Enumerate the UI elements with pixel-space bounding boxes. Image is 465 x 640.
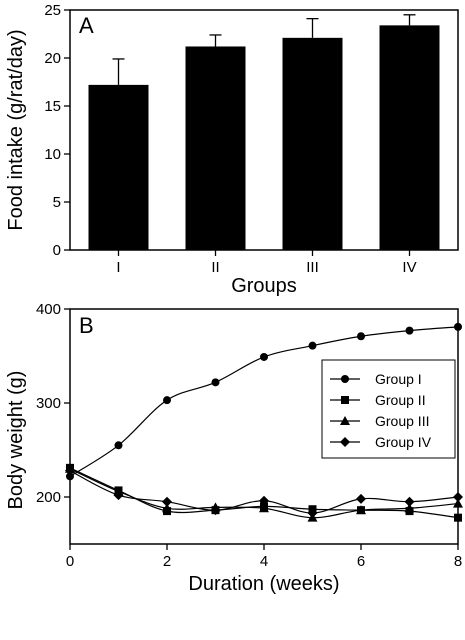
data-point-group-iv [356,493,366,504]
y-tick-label: 25 [44,2,61,19]
panel-b-legend: Group I Group II Group III Group IV [321,359,456,459]
panel-b-y-ticks: 200 300 400 [36,301,70,506]
data-point-group-iii [259,503,269,513]
legend-label: Group II [375,392,426,408]
x-tick-label: III [306,259,319,276]
panel-a-letter: A [79,13,94,38]
x-tick-label: I [116,259,120,276]
data-point-group-ii [454,513,462,522]
legend-label: Group IV [375,434,432,450]
data-point-group-iii [404,503,415,513]
x-tick-label: 6 [357,553,365,570]
y-tick-label: 400 [36,301,61,318]
bar-IV [379,25,440,250]
panel-a-y-ticks: 0 5 10 15 20 25 [44,2,70,259]
x-tick-label: IV [402,259,416,276]
legend-marker [340,437,350,447]
panel-a-x-axis-title: Groups [231,275,297,297]
data-point-group-iv [113,490,124,501]
data-point-group-iii [453,498,463,508]
data-point-group-iv [404,496,415,507]
bar-II [185,46,246,251]
series-group-iv [65,465,463,518]
data-point-group-iv [259,495,269,506]
panel-a-x-ticks: I II III IV [116,250,417,276]
legend-item-group-iii: Group III [330,413,429,429]
y-tick-label: 0 [53,242,61,259]
data-point-group-iv [162,496,172,507]
y-tick-label: 10 [44,146,61,163]
series-group-i [66,322,462,481]
data-point-group-i [211,378,220,387]
x-tick-label: 4 [260,553,268,570]
data-point-group-i [163,396,171,405]
panel-a-frame [69,9,459,251]
panel-b-series [65,322,463,522]
y-tick-label: 20 [44,50,61,67]
legend-marker [341,375,349,383]
y-tick-label: 5 [53,194,61,211]
legend-label: Group III [375,413,429,429]
panel-a-bars [88,14,440,251]
data-point-group-i [357,332,365,341]
x-tick-label: 8 [454,553,462,570]
bar-I [88,84,149,250]
data-point-group-iv [210,505,221,516]
data-point-group-iii [356,505,366,515]
data-point-group-iv [453,492,463,502]
data-point-group-iv [65,465,75,476]
y-tick-label: 300 [36,395,61,412]
data-point-group-i [114,441,123,450]
legend-item-group-ii: Group II [330,392,426,408]
legend-item-group-iv: Group IV [330,434,432,450]
data-point-group-i [66,472,74,481]
data-point-group-i [308,341,317,350]
panel-a-y-axis-title: Food intake (g/rat/day) [5,29,27,230]
data-point-group-iv [307,507,318,518]
x-tick-label: 2 [163,553,171,570]
legend-marker [340,416,350,425]
legend-marker [341,396,349,404]
y-tick-label: 15 [44,98,61,115]
x-tick-label: II [211,259,219,276]
data-point-group-i [454,322,462,331]
bar-III [282,37,343,251]
data-point-group-iii [162,503,172,513]
y-tick-label: 200 [36,489,61,506]
panel-b-x-axis-title: Duration (weeks) [188,573,339,595]
panel-b-y-axis-title: Body weight (g) [5,371,27,510]
data-point-group-i [405,326,414,335]
legend-label: Group I [375,371,422,387]
series-group-ii [66,463,462,522]
data-point-group-i [260,352,268,361]
panel-b-letter: B [79,313,94,338]
legend-item-group-i: Group I [330,371,422,387]
x-tick-label: 0 [66,553,74,570]
panel-b-x-ticks: 0 2 4 6 8 [66,544,462,570]
